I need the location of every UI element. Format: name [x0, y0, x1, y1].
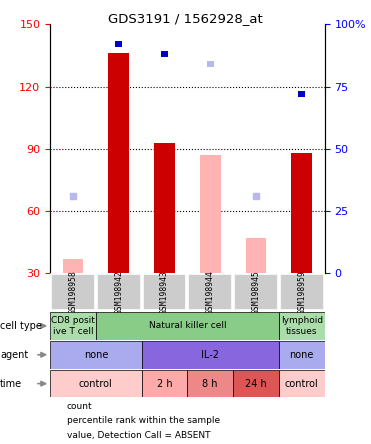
Text: lymphoid
tissues: lymphoid tissues	[281, 316, 323, 336]
Bar	[50, 341, 142, 369]
Bar	[154, 143, 175, 273]
Bar	[108, 53, 129, 273]
Text: GSM198942: GSM198942	[114, 270, 123, 314]
Point	[70, 193, 76, 200]
Text: value, Detection Call = ABSENT: value, Detection Call = ABSENT	[67, 431, 210, 440]
Bar	[207, 61, 214, 67]
Bar	[233, 370, 279, 397]
Bar	[234, 274, 278, 310]
Text: IL-2: IL-2	[201, 350, 219, 360]
Text: time: time	[0, 379, 22, 388]
Bar	[246, 238, 266, 273]
Text: GSM198943: GSM198943	[160, 270, 169, 314]
Text: count: count	[67, 402, 92, 411]
Bar	[279, 312, 325, 340]
Bar	[50, 370, 142, 397]
Text: 2 h: 2 h	[157, 379, 172, 388]
Text: 8 h: 8 h	[203, 379, 218, 388]
Bar	[200, 155, 220, 273]
Bar	[96, 312, 279, 340]
Bar	[142, 274, 187, 310]
Bar	[188, 274, 232, 310]
Text: GSM198958: GSM198958	[69, 270, 78, 314]
Point	[253, 193, 259, 200]
Text: GSM198959: GSM198959	[297, 270, 306, 314]
Text: GSM198944: GSM198944	[206, 270, 215, 314]
Text: control: control	[285, 379, 319, 388]
Bar	[292, 153, 312, 273]
Bar	[50, 312, 96, 340]
Text: GSM198945: GSM198945	[252, 270, 260, 314]
Bar	[97, 274, 141, 310]
Bar	[298, 91, 305, 97]
Bar	[142, 341, 279, 369]
Text: none: none	[83, 350, 108, 360]
Text: cell type: cell type	[0, 321, 42, 331]
Bar	[63, 258, 83, 273]
Text: agent: agent	[0, 350, 28, 360]
Bar	[279, 341, 325, 369]
Text: CD8 posit
ive T cell: CD8 posit ive T cell	[51, 316, 95, 336]
Bar	[280, 274, 324, 310]
Text: none: none	[289, 350, 314, 360]
Text: 24 h: 24 h	[245, 379, 267, 388]
Bar	[187, 370, 233, 397]
Text: percentile rank within the sample: percentile rank within the sample	[67, 416, 220, 425]
Text: control: control	[79, 379, 113, 388]
Text: Natural killer cell: Natural killer cell	[148, 321, 226, 330]
Bar	[279, 370, 325, 397]
Bar	[51, 274, 95, 310]
Bar	[115, 41, 122, 48]
Bar	[142, 370, 187, 397]
Text: GDS3191 / 1562928_at: GDS3191 / 1562928_at	[108, 12, 263, 25]
Bar	[161, 51, 168, 57]
